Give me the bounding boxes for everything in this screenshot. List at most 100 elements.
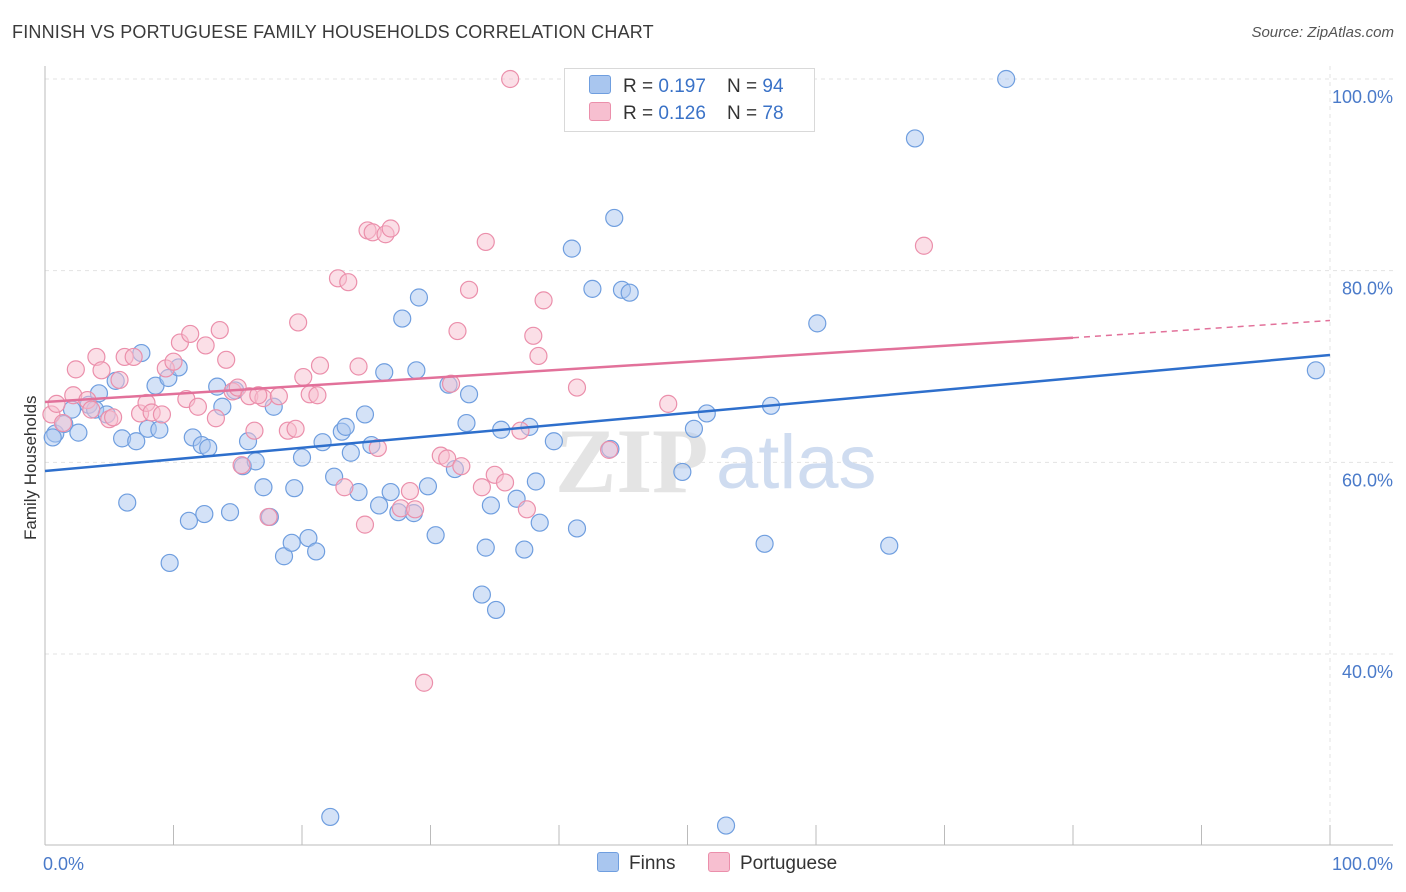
- portuguese-point-27: [217, 350, 236, 369]
- portuguese-point-66: [501, 69, 520, 89]
- portuguese-point-53: [400, 481, 420, 501]
- finns-point-50: [381, 482, 400, 502]
- y-tick-label-80: 80.0%: [1342, 279, 1393, 299]
- portuguese-point-41: [310, 356, 330, 375]
- finns-point-82: [697, 404, 716, 423]
- legend-row-portuguese: R = 0.126 N = 78: [589, 102, 784, 130]
- x-tick-label-max: 100.0%: [1332, 854, 1393, 874]
- portuguese-n-value: 78: [762, 103, 784, 124]
- portuguese-point-30: [232, 456, 251, 475]
- finns-point-37: [292, 448, 312, 467]
- finns-legend-label: Finns: [629, 853, 676, 874]
- finns-point-89: [905, 129, 925, 148]
- portuguese-point-59: [448, 321, 467, 341]
- portuguese-point-77: [249, 386, 268, 405]
- portuguese-point-17: [152, 405, 172, 424]
- y-tick-label-100: 100.0%: [1332, 87, 1393, 107]
- finns-point-3: [69, 423, 88, 442]
- portuguese-point-58: [441, 374, 461, 393]
- portuguese-point-45: [349, 357, 368, 376]
- portuguese-point-49: [368, 438, 387, 458]
- portuguese-point-65: [495, 473, 515, 492]
- portuguese-point-60: [452, 457, 471, 476]
- finns-point-19: [179, 511, 199, 530]
- finns-point-52: [393, 309, 412, 328]
- finns-point-75: [583, 279, 602, 298]
- finns-point-90: [997, 69, 1016, 89]
- finns-n-value: 94: [762, 76, 784, 97]
- bottom-legend-finns: Finns: [597, 852, 675, 875]
- finns-point-43: [336, 417, 355, 436]
- y-tick-label-40: 40.0%: [1342, 662, 1393, 682]
- portuguese-point-69: [524, 326, 543, 345]
- portuguese-point-67: [511, 421, 530, 440]
- portuguese-n-label: N =: [727, 103, 763, 124]
- portuguese-point-22: [181, 324, 200, 344]
- portuguese-point-55: [414, 673, 434, 692]
- portuguese-point-38: [289, 313, 308, 332]
- gridlines: [45, 66, 1393, 845]
- finns-point-54: [407, 361, 426, 380]
- finns-point-73: [562, 239, 581, 258]
- portuguese-point-72: [567, 378, 587, 397]
- portuguese-point-34: [259, 507, 278, 527]
- finns-point-38: [299, 528, 318, 548]
- portuguese-point-13: [124, 347, 143, 367]
- finns-point-65: [486, 600, 506, 620]
- portuguese-point-6: [82, 400, 101, 419]
- finns-point-22: [195, 504, 214, 524]
- watermark-atlas: atlas: [716, 420, 877, 505]
- portuguese-point-74: [659, 394, 678, 413]
- finns-point-15: [150, 420, 169, 439]
- finns-point-77: [605, 208, 624, 228]
- portuguese-r-value: 0.126: [658, 103, 706, 124]
- finns-point-80: [673, 462, 692, 482]
- portuguese-point-32: [245, 421, 264, 440]
- finns-point-31: [254, 478, 273, 497]
- source-label: Source: ZipAtlas.com: [1251, 24, 1394, 41]
- y-tick-label-60: 60.0%: [1342, 470, 1393, 490]
- portuguese-trend-extension: [1072, 319, 1331, 339]
- bottom-legend-portuguese: Portuguese: [708, 852, 837, 875]
- finns-r-value: 0.197: [658, 76, 706, 97]
- portuguese-point-43: [335, 478, 354, 497]
- portuguese-point-70: [529, 346, 548, 366]
- finns-point-64: [481, 496, 500, 515]
- portuguese-swatch: [589, 102, 611, 121]
- finns-point-68: [515, 540, 534, 559]
- portuguese-trend-line: [44, 336, 1074, 404]
- finns-point-26: [220, 503, 240, 522]
- portuguese-point-61: [459, 280, 479, 299]
- finns-point-92: [1306, 361, 1325, 380]
- finns-point-23: [199, 438, 218, 458]
- portuguese-point-57: [438, 449, 457, 468]
- portuguese-point-26: [210, 320, 229, 340]
- y-axis-label: Family Households: [21, 395, 40, 540]
- portuguese-point-37: [286, 419, 305, 438]
- portuguese-point-8: [92, 361, 111, 380]
- finns-point-88: [880, 536, 899, 555]
- tick-labels: 40.0% 60.0% 80.0% 100.0% 0.0% 100.0%: [43, 87, 1393, 874]
- portuguese-point-68: [517, 500, 536, 519]
- portuguese-point-73: [600, 440, 619, 459]
- finns-point-48: [370, 496, 389, 515]
- finns-point-40: [313, 433, 332, 452]
- portuguese-points: [42, 69, 934, 692]
- finns-point-17: [160, 553, 179, 573]
- portuguese-point-76: [308, 386, 327, 405]
- finns-point-46: [355, 405, 375, 424]
- finns-point-60: [457, 413, 476, 433]
- portuguese-point-71: [534, 291, 553, 310]
- finns-point-36: [285, 479, 304, 498]
- portuguese-point-11: [110, 370, 129, 390]
- portuguese-point-4: [66, 360, 85, 379]
- finns-point-74: [567, 519, 587, 538]
- chart-title: FINNISH VS PORTUGUESE FAMILY HOUSEHOLDS …: [12, 22, 654, 42]
- finns-point-91: [321, 807, 340, 827]
- portuguese-point-24: [196, 336, 215, 355]
- portuguese-point-19: [164, 352, 183, 371]
- finns-r-label: R =: [623, 76, 659, 97]
- portuguese-r-label: R =: [623, 103, 659, 124]
- finns-point-57: [426, 526, 445, 545]
